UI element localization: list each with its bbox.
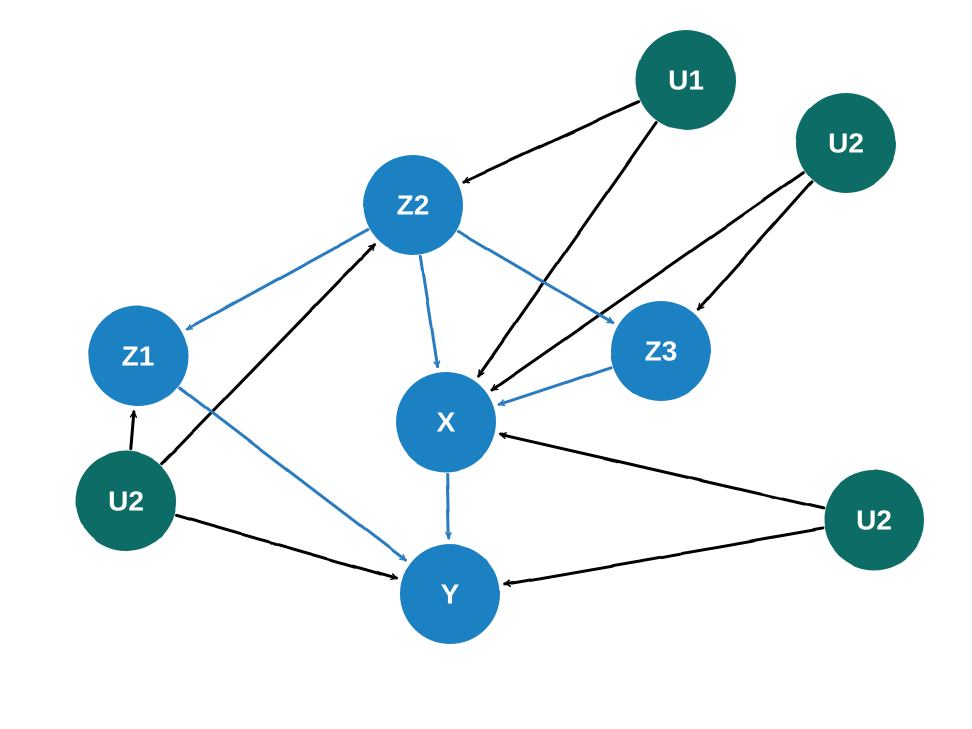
edge-X-Y [447, 474, 448, 538]
edge-Z2-X [421, 256, 438, 366]
node-label-Z3: Z3 [645, 336, 678, 367]
edge-U2b-Z1 [130, 412, 133, 449]
edge-U2b-Y [176, 515, 396, 578]
edge-U2c-X [501, 434, 824, 508]
node-label-U2c: U2 [856, 505, 892, 536]
node-U2a: U2 [796, 93, 896, 193]
edge-U2a-Z3 [698, 182, 811, 309]
edge-Z2-Z3 [458, 231, 613, 322]
node-label-Y: Y [441, 579, 460, 610]
node-label-U2b: U2 [108, 486, 144, 517]
node-Y: Y [400, 544, 500, 644]
node-X: X [396, 372, 496, 472]
edges-layer [130, 102, 823, 585]
node-U2c: U2 [824, 470, 924, 570]
edge-Z1-Y [179, 388, 405, 560]
node-Z2: Z2 [363, 155, 463, 255]
node-Z3: Z3 [611, 301, 711, 401]
node-label-U1: U1 [668, 65, 704, 96]
node-U2b: U2 [76, 451, 176, 551]
node-label-U2a: U2 [828, 128, 864, 159]
edge-U1-Z2 [464, 102, 639, 182]
node-label-Z1: Z1 [122, 341, 155, 372]
nodes-layer: U1 U2 Z2 Z1 Z3 X U2 U2 Y [76, 30, 924, 644]
node-label-Z2: Z2 [397, 190, 430, 221]
edge-U2c-Y [505, 529, 823, 584]
node-label-X: X [437, 407, 456, 438]
edge-U2b-Z2 [162, 245, 374, 463]
causal-graph: U1 U2 Z2 Z1 Z3 X U2 U2 Y [0, 0, 972, 729]
node-U1: U1 [636, 30, 736, 130]
node-Z1: Z1 [88, 306, 188, 406]
